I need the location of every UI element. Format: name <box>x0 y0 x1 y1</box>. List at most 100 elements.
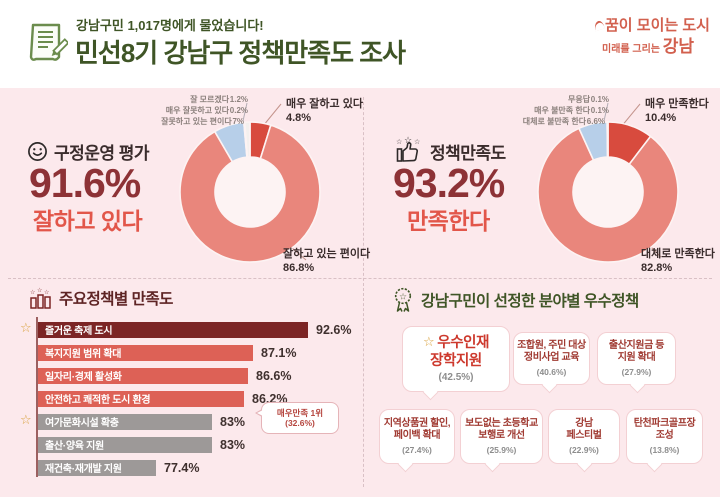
card-percentage: (25.9%) <box>486 444 517 455</box>
svg-text:☆: ☆ <box>396 138 402 146</box>
svg-text:☆: ☆ <box>44 289 49 296</box>
bars-section-title: 주요정책별 만족도 <box>59 291 173 308</box>
bar-row: ☆ 출산·양육 지원 83% <box>38 433 358 456</box>
card-line1: 조합원, 주민 대상 <box>517 339 586 351</box>
policy-sat-percentage: 93.2% <box>393 160 505 206</box>
awards-section-title: 강남구민이 선정한 분야별 우수정책 <box>421 293 639 310</box>
awards-section-heading: ☆ 강남구민이 선정한 분야별 우수정책 <box>391 287 639 313</box>
donut-label: 매우 잘못하고 있다 0.2% <box>165 106 248 115</box>
gov-eval-heading: 구정운영 평가 <box>27 139 150 164</box>
bar-value: 86.6% <box>256 368 292 383</box>
bar-label: 출산·양육 지원 <box>45 441 104 452</box>
star-icon: ☆ <box>20 320 32 335</box>
card-line2: 보행로 개선 <box>478 430 525 442</box>
gov-eval-verdict: 잘하고 있다 <box>33 208 143 234</box>
top-satisfaction-callout: 매우만족 1위 (32.6%) <box>255 402 339 434</box>
bar-row: ☆ 안전하고 쾌적한 도시 환경 86.2% <box>38 387 358 410</box>
thumbs-up-icon: ☆ ☆ ☆ <box>396 136 420 162</box>
bar-value: 92.6% <box>316 322 352 337</box>
card-percentage: (42.5%) <box>438 371 474 383</box>
bar-label: 즐거운 축제 도시 <box>45 326 113 337</box>
logo-line2: 미래를 그리는 <box>602 43 660 55</box>
card-percentage: (27.9%) <box>621 366 652 377</box>
donut-label: 무응답 0.1% <box>568 95 609 104</box>
card-line1: 강남 <box>575 417 593 429</box>
survey-kicker: 강남구민 1,017명에게 물었습니다! <box>76 18 264 33</box>
bar: 여가문화시설 확충 <box>38 413 212 430</box>
bar: 즐거운 축제 도시 <box>38 321 308 338</box>
donut-label: 잘못하고 있는 편이다 7% <box>161 117 244 126</box>
card-percentage: (22.9%) <box>569 444 599 455</box>
card-line1: 지역상품권 할인, <box>383 417 451 429</box>
gangnam-slogan-logo: 꿈이 모이는 도시 미래를 그리는 강남 <box>592 17 710 57</box>
donut-label: 매우 만족한다 10.4% <box>645 98 709 125</box>
bar-label: 일자리·경제 활성화 <box>45 372 122 383</box>
donut-label: 대체로 불만족 한다 6.6% <box>522 117 605 126</box>
bar: 출산·양육 지원 <box>38 436 212 453</box>
medal-icon: ☆ <box>394 287 412 312</box>
svg-text:☆: ☆ <box>399 292 407 302</box>
card-line2: 정비사업 교육 <box>523 352 580 364</box>
card-percentage: (13.8%) <box>649 444 680 455</box>
star-icon: ☆ <box>422 333 435 349</box>
card-line1: 우수인재 <box>437 334 490 351</box>
bar-label: 안전하고 쾌적한 도시 환경 <box>45 395 151 406</box>
page-header: 강남구민 1,017명에게 물었습니다! 민선8기 강남구 정책만족도 조사 꿈… <box>0 0 720 88</box>
donut-label: 잘하고 있는 편이다 86.8% <box>283 248 371 275</box>
svg-text:☆: ☆ <box>404 136 412 145</box>
bar-chart-axis <box>36 317 38 477</box>
page-title: 민선8기 강남구 정책만족도 조사 <box>75 38 406 68</box>
podium-icon: ☆ ☆ ☆ <box>30 287 51 309</box>
bar-row: ☆ 재건축·재개발 지원 77.4% <box>38 456 358 479</box>
card-line2: 페이백 확대 <box>393 430 441 442</box>
donut-label: 매우 잘하고 있다 4.8% <box>286 98 363 125</box>
award-card: ☆ 우수인재 장학지원 (42.5%) <box>402 326 510 400</box>
card-line2: 페스티벌 <box>566 430 602 442</box>
bar-label: 재건축·재개발 지원 <box>45 464 122 475</box>
bar: 안전하고 쾌적한 도시 환경 <box>38 390 244 407</box>
award-card: ☆강남 페스티벌 (22.9%) <box>548 409 620 472</box>
star-icon: ☆ <box>20 412 32 427</box>
document-pencil-icon <box>29 23 68 61</box>
svg-text:☆: ☆ <box>414 138 420 146</box>
svg-text:☆: ☆ <box>37 287 42 294</box>
award-card: ☆조합원, 주민 대상 정비사업 교육 (40.6%) <box>513 332 590 393</box>
card-line2: 지원 확대 <box>617 352 656 364</box>
bar: 복지지원 범위 확대 <box>38 344 253 361</box>
award-card: ☆지역상품권 할인, 페이백 확대 (27.4%) <box>379 409 455 472</box>
card-line1: 보도없는 초등학교 <box>465 417 538 429</box>
card-line2: 조성 <box>655 430 674 442</box>
donut-label: 잘 모르겠다 1.2% <box>190 95 248 104</box>
bar-value: 77.4% <box>164 460 200 475</box>
logo-brand: 강남 <box>662 36 695 56</box>
bar-row: ☆ 즐거운 축제 도시 92.6% <box>20 318 358 341</box>
bar-chart: ☆ 즐거운 축제 도시 92.6% ☆ 복지지원 범위 확대 87.1% ☆ 일… <box>20 318 358 479</box>
svg-text:☆: ☆ <box>30 289 35 296</box>
swoosh-icon <box>592 19 606 32</box>
bars-section-heading: ☆ ☆ ☆ 주요정책별 만족도 <box>29 287 173 309</box>
bar-row: ☆ 여가문화시설 확충 83% <box>20 410 358 433</box>
card-line2: 장학지원 <box>430 352 482 369</box>
bar-label: 복지지원 범위 확대 <box>45 349 122 360</box>
award-card: ☆탄천파크골프장 조성 (13.8%) <box>626 409 703 472</box>
card-percentage: (40.6%) <box>536 366 567 377</box>
donut-label: 대체로 만족한다 82.8% <box>641 248 715 275</box>
bar: 일자리·경제 활성화 <box>38 367 248 384</box>
card-line1: 탄천파크골프장 <box>633 417 696 429</box>
horizontal-divider <box>8 278 712 279</box>
gov-eval-title: 구정운영 평가 <box>54 144 150 163</box>
donut-label: 매우 불만족 한다 0.1% <box>534 106 609 115</box>
card-percentage: (27.4%) <box>402 444 432 455</box>
card-line1: 출산지원금 등 <box>608 339 665 351</box>
vertical-divider <box>363 97 364 487</box>
bar-row: ☆ 복지지원 범위 확대 87.1% <box>38 341 358 364</box>
gov-eval-percentage: 91.6% <box>29 160 141 206</box>
bar-label: 여가문화시설 확충 <box>45 418 119 429</box>
bar-value: 83% <box>220 437 246 452</box>
smiley-face-icon <box>28 142 47 161</box>
policy-sat-verdict: 만족한다 <box>407 208 490 234</box>
logo-line1: 꿈이 모이는 도시 <box>605 17 710 34</box>
award-card: ☆보도없는 초등학교 보행로 개선 (25.9%) <box>460 409 543 472</box>
award-card: ☆출산지원금 등 지원 확대 (27.9%) <box>597 332 676 393</box>
